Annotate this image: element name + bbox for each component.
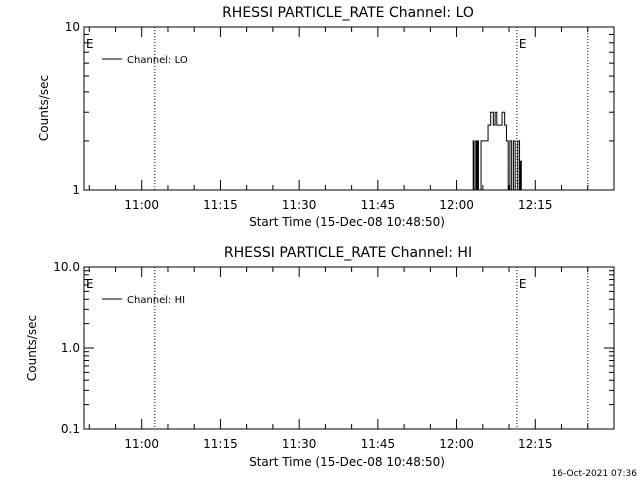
event-marker: E <box>86 277 94 291</box>
panel-hi: RHESSI PARTICLE_RATE Channel: HI Counts/… <box>25 245 615 469</box>
x-tick-label: 12:00 <box>439 437 474 451</box>
x-tick-label: 11:30 <box>282 198 317 212</box>
event-marker: E <box>519 277 527 291</box>
event-marker: E <box>86 37 94 51</box>
x-tick-label: 11:15 <box>203 437 238 451</box>
x-ticks-hi: 11:00 11:15 11:30 11:45 12:00 12:15 <box>88 267 589 451</box>
legend-hi: Channel: HI <box>102 295 185 306</box>
x-tick-label: 11:00 <box>124 437 159 451</box>
x-tick-label: 11:45 <box>361 198 396 212</box>
y-tick-label: 0.1 <box>61 422 80 436</box>
legend-label: Channel: LO <box>127 55 188 66</box>
x-tick-label: 11:30 <box>282 437 317 451</box>
y-tick-label: 1 <box>72 183 80 197</box>
y-tick-label: 1.0 <box>61 341 80 355</box>
y-tick-label: 10 <box>65 20 80 34</box>
y-axis-label-hi: Counts/sec <box>25 315 39 381</box>
panel-lo: RHESSI PARTICLE_RATE Channel: LO Counts/… <box>37 5 615 229</box>
event-marker: E <box>519 37 527 51</box>
x-tick-label: 12:00 <box>439 198 474 212</box>
event-lines-hi <box>154 267 589 429</box>
legend-label: Channel: HI <box>127 295 185 306</box>
plot-frame-hi <box>83 266 615 430</box>
chart-title-hi: RHESSI PARTICLE_RATE Channel: HI <box>224 245 472 261</box>
x-tick-label: 12:15 <box>518 198 553 212</box>
y-ticks-lo: 1 10 <box>65 20 614 197</box>
event-lines-lo <box>154 27 589 190</box>
x-ticks-lo: 11:00 11:15 11:30 11:45 12:00 12:15 <box>88 27 589 212</box>
x-tick-label: 12:15 <box>518 437 553 451</box>
series-line <box>472 111 522 191</box>
x-tick-label: 11:00 <box>124 198 159 212</box>
legend-lo: Channel: LO <box>102 55 188 66</box>
series-lo <box>472 111 522 191</box>
x-axis-label-hi: Start Time (15-Dec-08 10:48:50) <box>249 455 445 469</box>
x-tick-label: 11:45 <box>361 437 396 451</box>
plot-frame-lo <box>83 26 615 191</box>
y-tick-label: 10.0 <box>53 260 80 274</box>
footer-timestamp: 16-Oct-2021 07:36 <box>552 469 638 479</box>
x-tick-label: 11:15 <box>203 198 238 212</box>
chart-title-lo: RHESSI PARTICLE_RATE Channel: LO <box>222 5 474 21</box>
y-axis-label-lo: Counts/sec <box>37 75 51 141</box>
y-ticks-hi: 0.1 1.0 10.0 <box>53 260 614 436</box>
x-axis-label-lo: Start Time (15-Dec-08 10:48:50) <box>249 215 445 229</box>
